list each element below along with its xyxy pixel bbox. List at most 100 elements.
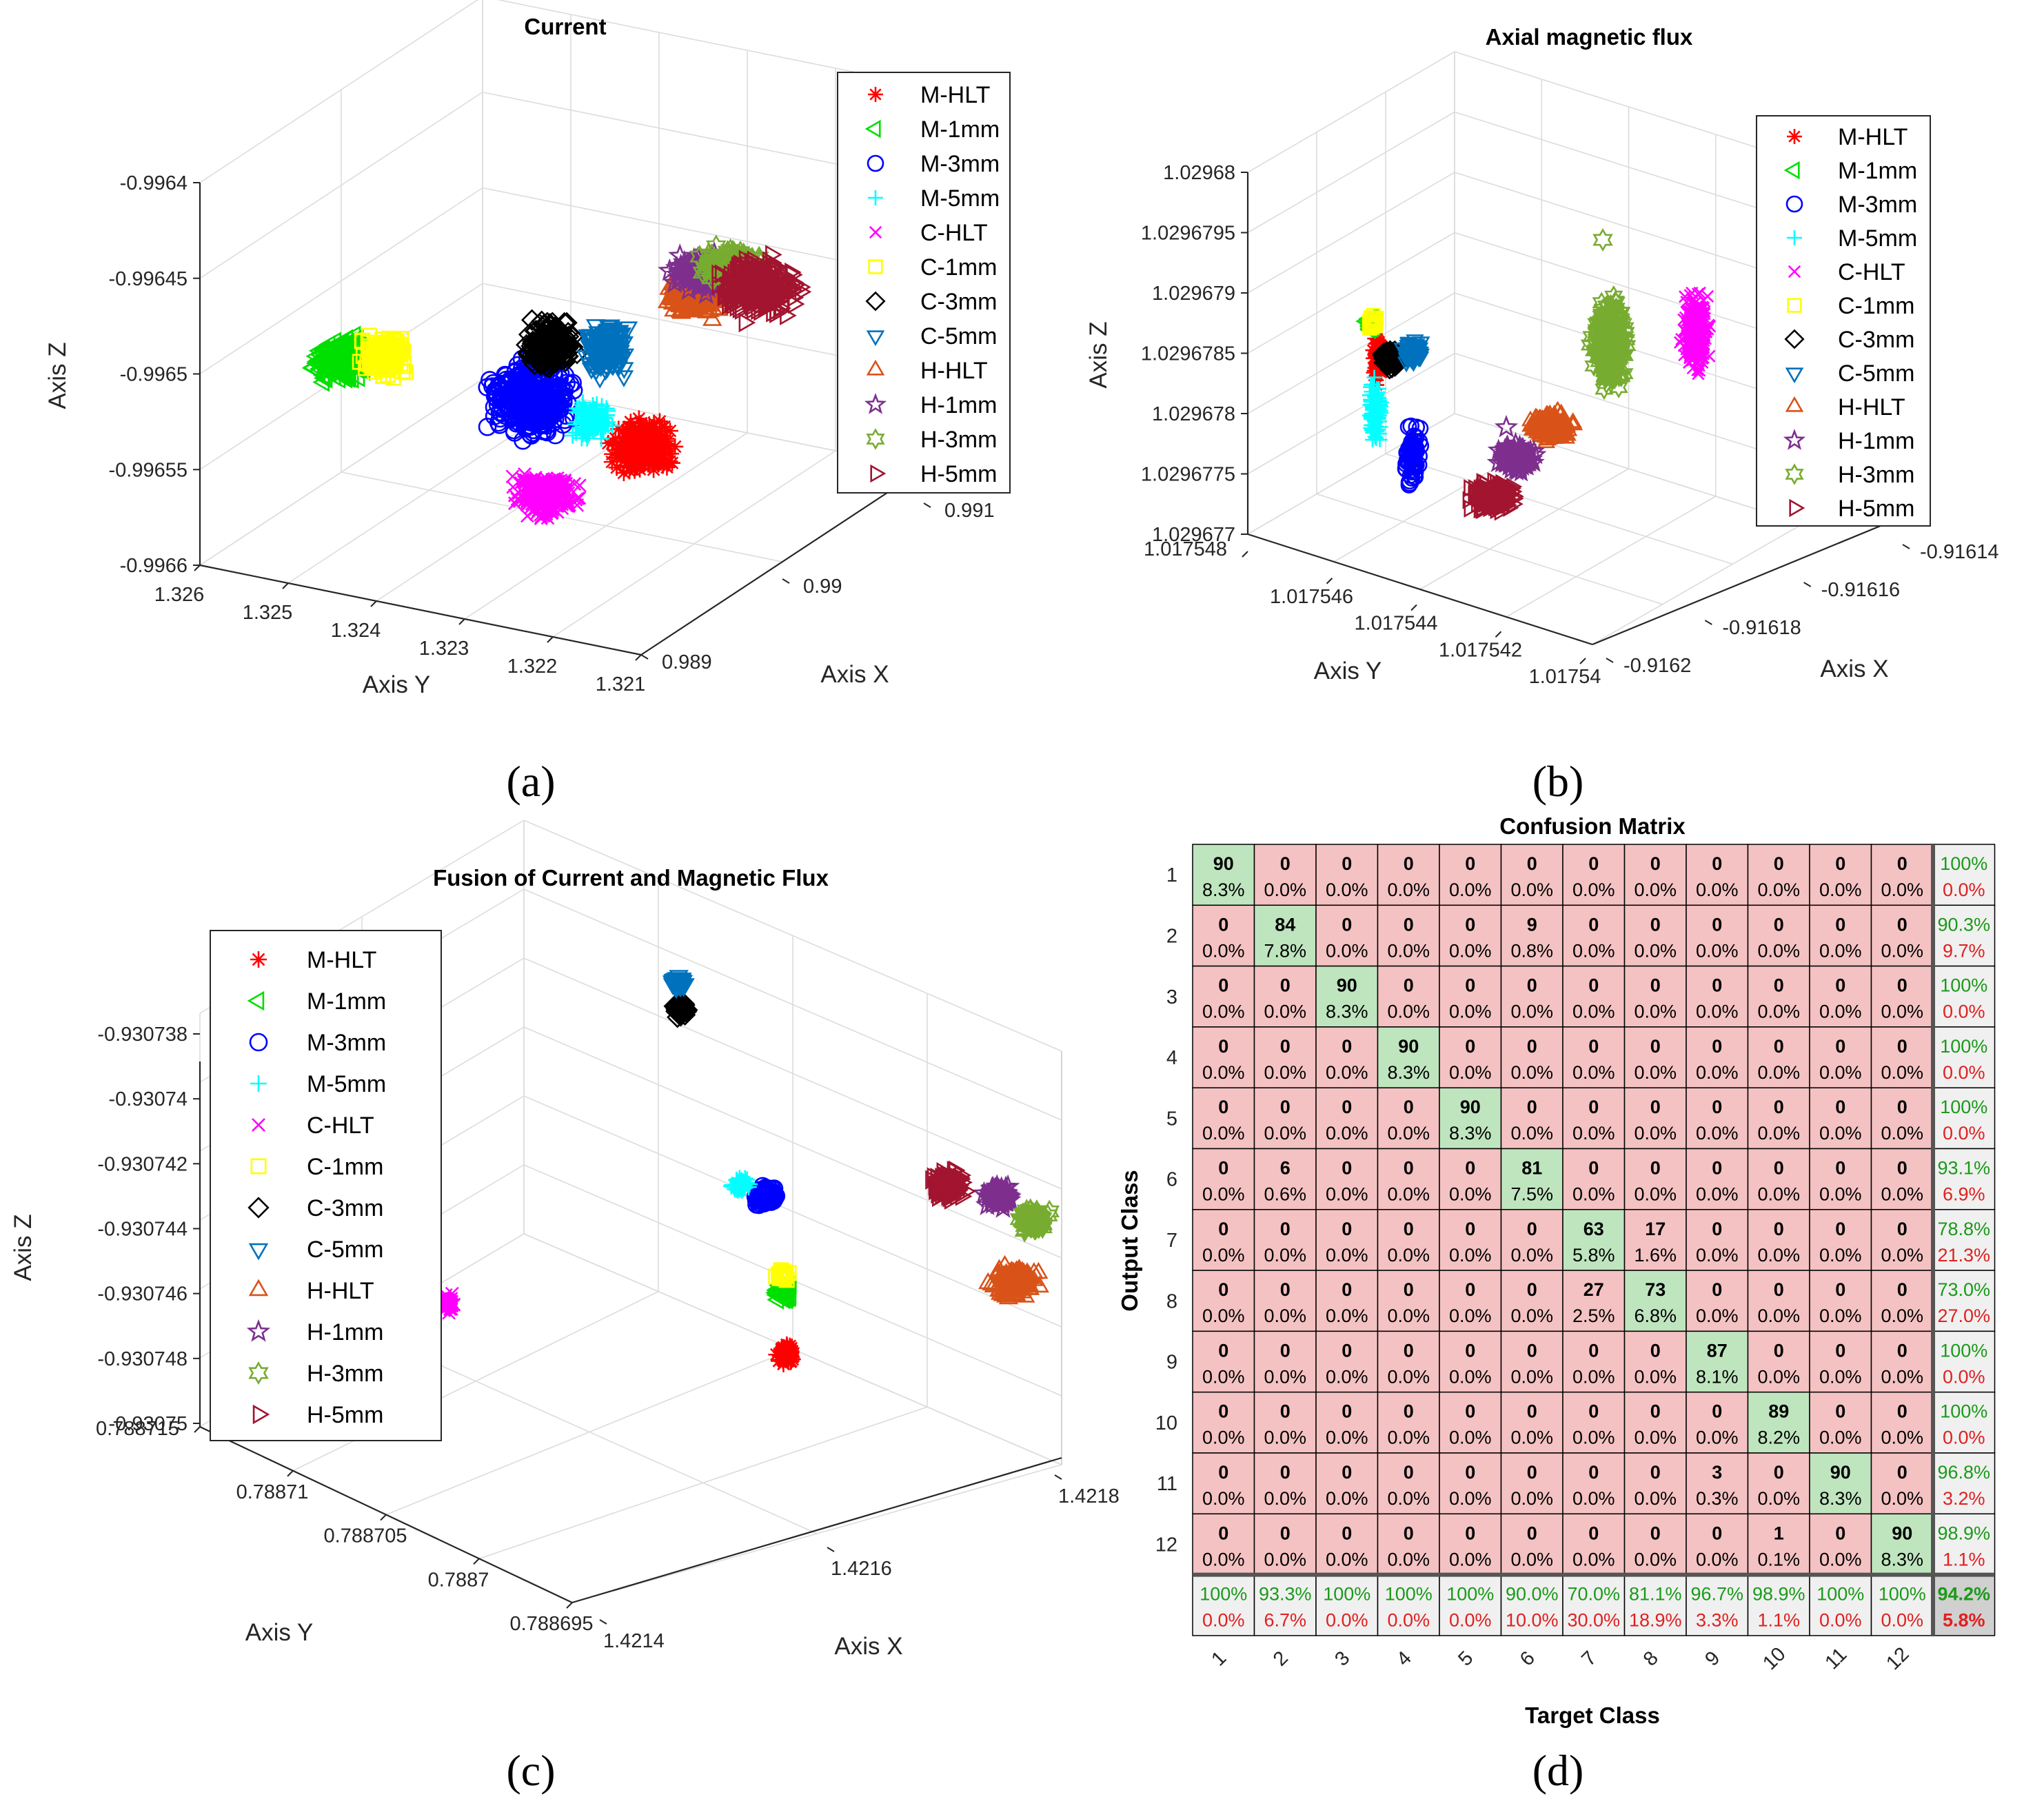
cluster-h-3mm xyxy=(1580,285,1637,400)
cluster-m-3mm xyxy=(1397,417,1430,494)
data-point xyxy=(1592,228,1613,252)
x-tick xyxy=(1902,544,1910,549)
z-tick-label: -0.99645 xyxy=(109,268,188,290)
data-point xyxy=(485,398,504,416)
legend-label: C-5mm xyxy=(1838,360,1914,387)
y-tick-label: 0.7887 xyxy=(428,1569,489,1591)
data-point xyxy=(651,449,668,467)
y-tick xyxy=(566,1602,573,1609)
y-tick xyxy=(458,618,465,625)
legend-label: M-5mm xyxy=(920,185,1000,212)
z-tick-label: 1.0296785 xyxy=(1141,343,1235,365)
y-tick-label: 0.788695 xyxy=(510,1613,594,1635)
data-point xyxy=(321,337,339,357)
x-tick-label: -0.91616 xyxy=(1821,579,1901,601)
gridline-z xyxy=(199,92,483,279)
y-tick-label: 1.325 xyxy=(243,602,293,624)
cluster-m-1mm xyxy=(302,325,376,392)
x-tick-label: 0.99 xyxy=(803,576,842,598)
x-tick xyxy=(782,578,790,584)
x-tick xyxy=(1704,620,1712,625)
cluster-h-5mm xyxy=(1462,471,1524,521)
cluster-h-hlt xyxy=(978,1254,1049,1305)
z-tick-label: 1.029679 xyxy=(1152,283,1235,305)
legend-label: M-1mm xyxy=(1838,158,1917,184)
x-tick-label: 0.991 xyxy=(944,500,995,522)
cluster-m-3mm xyxy=(478,349,583,450)
z-tick-label: -0.9965 xyxy=(120,364,188,386)
legend-label: H-HLT xyxy=(920,358,988,384)
data-point xyxy=(634,418,651,435)
legend-marker-m-hlt xyxy=(868,87,883,102)
cluster-c-3mm xyxy=(516,309,588,379)
z-tick-label: -0.93074 xyxy=(109,1088,188,1110)
cluster-c-3mm xyxy=(663,993,698,1028)
panel-b-axial-flux: 1.0175481.0175461.0175441.0175421.01754-… xyxy=(1085,24,1999,806)
cluster-h-hlt xyxy=(1521,400,1583,449)
cluster-c-1mm xyxy=(768,1262,797,1288)
x-axis-label: Axis X xyxy=(834,1633,902,1660)
legend-label: C-3mm xyxy=(1838,327,1914,353)
gridline-z xyxy=(199,378,483,566)
x-tick xyxy=(1054,1474,1062,1480)
gridline-z xyxy=(496,0,924,87)
chart-title: Current xyxy=(524,14,606,39)
data-point xyxy=(496,366,516,385)
y-tick xyxy=(1495,631,1502,638)
gridline-z xyxy=(1247,111,1455,234)
legend-label: C-5mm xyxy=(920,323,997,349)
legend-label: M-HLT xyxy=(920,82,990,108)
y-tick xyxy=(1326,578,1333,585)
gridline-z xyxy=(1247,51,1455,173)
z-axis-label: Axis Z xyxy=(10,1214,37,1281)
data-point xyxy=(505,469,520,484)
legend-label: M-3mm xyxy=(920,151,1000,177)
z-tick-label: -0.930742 xyxy=(97,1153,188,1175)
legend-label: M-3mm xyxy=(1838,192,1917,218)
y-tick xyxy=(473,1558,480,1565)
data-point xyxy=(1494,414,1519,438)
data-point xyxy=(624,443,641,460)
legend-label: C-1mm xyxy=(1838,293,1914,319)
z-axis-label: Axis Z xyxy=(44,342,71,409)
legend-label: M-1mm xyxy=(920,116,1000,143)
cluster-c-5mm xyxy=(662,970,695,999)
legend-label: C-HLT xyxy=(1838,259,1905,285)
data-point xyxy=(323,367,341,387)
y-tick-label: 0.78871 xyxy=(236,1481,309,1503)
y-tick xyxy=(287,1470,294,1477)
legend-label: C-HLT xyxy=(920,220,988,246)
data-point xyxy=(607,430,624,447)
x-tick xyxy=(599,1619,607,1625)
x-tick-label: 1.4218 xyxy=(1058,1485,1120,1507)
y-tick xyxy=(380,1514,387,1521)
y-tick-label: 1.326 xyxy=(154,584,205,606)
x-tick-label: -0.91618 xyxy=(1722,617,1801,639)
y-axis-label: Axis Y xyxy=(1314,658,1382,684)
x-axis-label: Axis X xyxy=(1820,656,1888,682)
panel-a-current: 1.3261.3251.3241.3231.3221.3210.9890.990… xyxy=(44,0,1011,806)
x-tick xyxy=(1803,582,1812,587)
panel-c-fusion: 0.7887150.788710.7887050.78870.7886951.4… xyxy=(10,820,1120,1795)
legend-label: H-HLT xyxy=(1838,394,1905,420)
data-point xyxy=(333,356,350,376)
x-tick xyxy=(923,502,931,508)
x-tick xyxy=(827,1547,835,1552)
data-point xyxy=(478,418,497,436)
data-point xyxy=(313,347,331,367)
x-tick-label: -0.9162 xyxy=(1623,655,1691,677)
y-tick-label: 1.324 xyxy=(331,620,381,642)
z-tick-label: -0.9964 xyxy=(120,172,188,194)
z-tick-label: -0.9966 xyxy=(120,555,188,577)
gridline-y xyxy=(1506,496,1717,618)
legend-label: H-3mm xyxy=(1838,462,1914,488)
y-tick xyxy=(1410,604,1417,611)
y-tick-label: 1.017546 xyxy=(1270,586,1353,608)
y-axis-line xyxy=(199,564,642,656)
y-tick-label: 1.017542 xyxy=(1439,639,1522,661)
z-axis-label: Axis Z xyxy=(1085,321,1112,388)
legend-label: H-5mm xyxy=(1838,496,1914,522)
y-tick xyxy=(547,636,554,643)
gridline-z xyxy=(1247,352,1455,475)
data-point xyxy=(645,414,662,431)
